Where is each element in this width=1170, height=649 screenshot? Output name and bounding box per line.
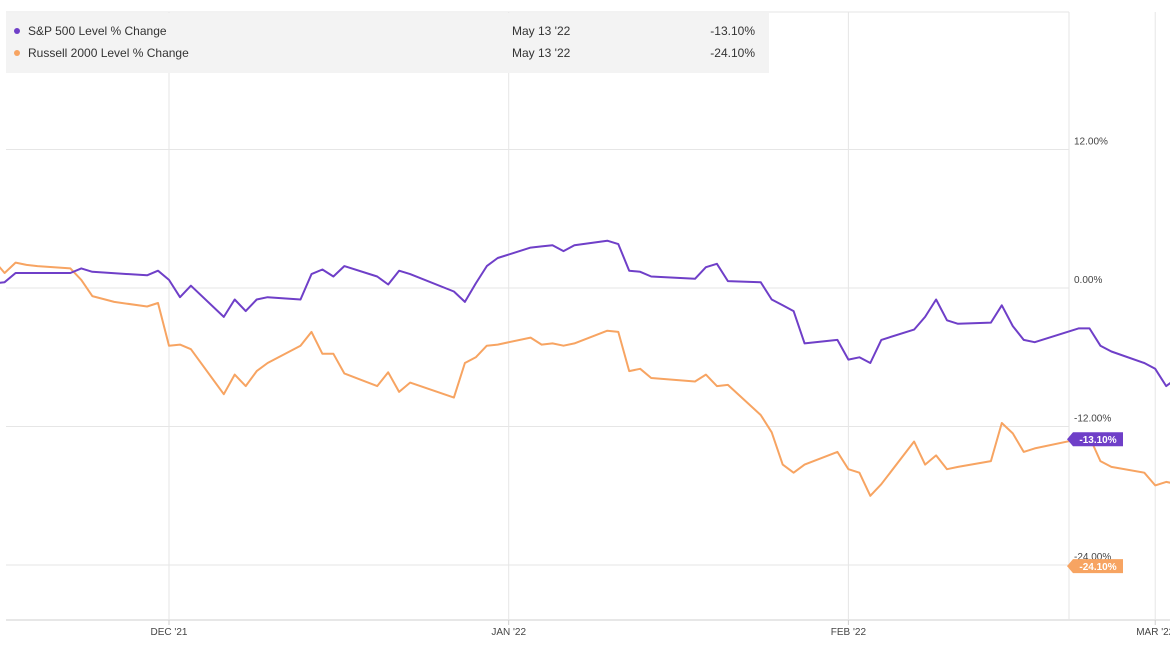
legend: S&P 500 Level % Change May 13 '22 -13.10… <box>6 13 769 73</box>
series-marker-icon <box>14 50 20 56</box>
y-tick-label: -12.00% <box>1074 414 1111 425</box>
legend-date: May 13 '22 <box>512 46 571 60</box>
end-label-text: -13.10% <box>1079 435 1116 446</box>
sp500-end-label: -13.10% <box>1067 432 1123 447</box>
russell2000-line[interactable] <box>0 249 1170 606</box>
x-tick-label: JAN '22 <box>491 627 526 638</box>
legend-date: May 13 '22 <box>512 24 571 38</box>
y-tick-labels: 12.00% 0.00% -12.00% -24.00% <box>1074 137 1111 564</box>
legend-item-sp500[interactable]: S&P 500 Level % Change May 13 '22 -13.10… <box>6 21 769 43</box>
end-label-text: -24.10% <box>1079 562 1116 573</box>
y-tick-label: 12.00% <box>1074 137 1108 148</box>
end-labels: -13.10% -24.10% <box>1067 432 1123 574</box>
legend-value: -13.10% <box>710 24 755 38</box>
legend-value: -24.10% <box>710 46 755 60</box>
x-tick-label: FEB '22 <box>831 627 867 638</box>
series-lines <box>0 239 1170 606</box>
sp500-line[interactable] <box>0 239 1170 463</box>
legend-series-name: S&P 500 Level % Change <box>28 24 167 38</box>
grid-lines <box>6 11 1170 625</box>
end-label-badge <box>1067 559 1123 574</box>
series-marker-icon <box>14 28 20 34</box>
legend-series-name: Russell 2000 Level % Change <box>28 46 189 60</box>
end-label-badge <box>1067 432 1123 447</box>
x-tick-label: DEC '21 <box>151 627 188 638</box>
x-tick-label: MAR '22 <box>1136 627 1170 638</box>
y-tick-label: -24.00% <box>1074 552 1111 563</box>
legend-item-russell2000[interactable]: Russell 2000 Level % Change May 13 '22 -… <box>6 43 769 65</box>
y-tick-label: 0.00% <box>1074 275 1102 286</box>
russell2000-end-label: -24.10% <box>1067 559 1123 574</box>
